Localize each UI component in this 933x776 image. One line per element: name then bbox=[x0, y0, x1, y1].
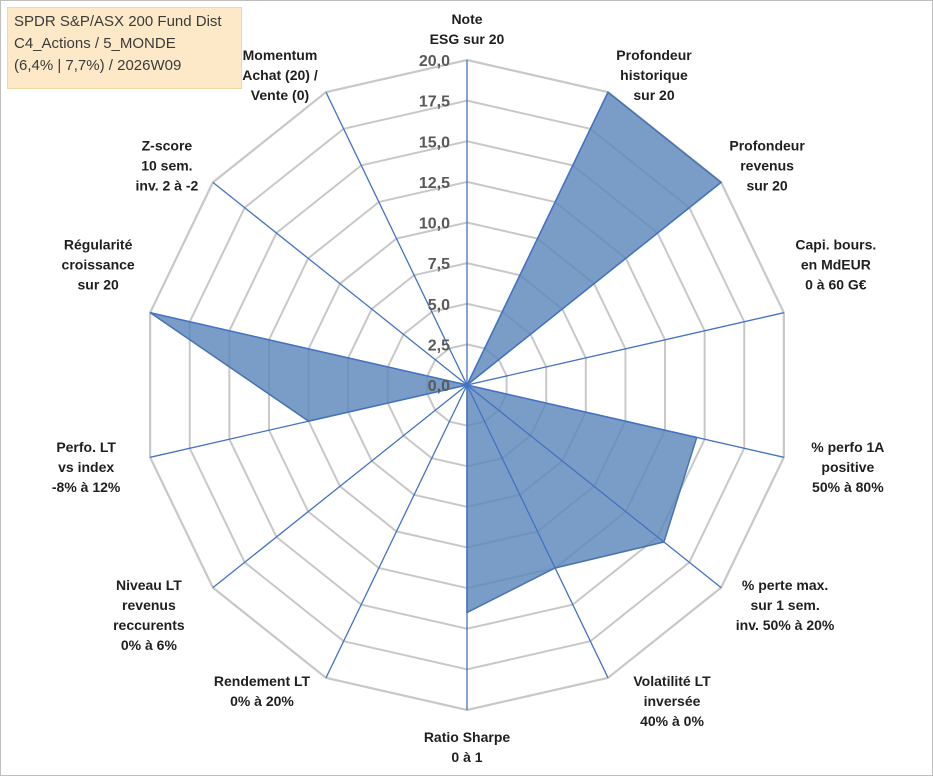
axis-spoke bbox=[466, 312, 784, 386]
axis-spoke bbox=[466, 384, 609, 679]
tick-label: 10,0 bbox=[419, 216, 450, 233]
axis-label: 0 à 60 G€ bbox=[805, 276, 867, 292]
axis-label: Z-score bbox=[142, 137, 193, 153]
axis-label: Rendement LT bbox=[214, 673, 311, 689]
axis-label: Note bbox=[451, 11, 482, 27]
axis-label: % perte max. bbox=[742, 577, 828, 593]
axis-spoke bbox=[466, 91, 609, 386]
tick-label: 2,5 bbox=[428, 337, 450, 354]
axis-spoke bbox=[466, 181, 722, 386]
axis-label: positive bbox=[821, 459, 874, 475]
axis-label: inv. 2 à -2 bbox=[136, 177, 199, 193]
axis-label: Ratio Sharpe bbox=[424, 729, 511, 745]
axis-spoke bbox=[150, 312, 468, 386]
tick-label: 5,0 bbox=[428, 297, 450, 314]
axis-label: Profondeur bbox=[616, 47, 692, 63]
axis-label: Régularité bbox=[64, 236, 133, 252]
axis-label: Profondeur bbox=[729, 137, 805, 153]
axis-label: 0% à 6% bbox=[121, 637, 178, 653]
axis-label: historique bbox=[620, 67, 688, 83]
axis-label: inv. 50% à 20% bbox=[736, 617, 835, 633]
axis-label: ESG sur 20 bbox=[430, 31, 505, 47]
axis-label: revenus bbox=[122, 597, 176, 613]
axis-label: inversée bbox=[644, 693, 701, 709]
tick-label: 15,0 bbox=[419, 134, 450, 151]
axis-spoke bbox=[212, 384, 468, 589]
axis-spoke bbox=[466, 384, 784, 458]
axis-label: Niveau LT bbox=[116, 577, 182, 593]
axis-label: sur 20 bbox=[746, 177, 787, 193]
axis-label: 40% à 0% bbox=[640, 713, 704, 729]
axis-label: Volatilité LT bbox=[633, 673, 711, 689]
axis-label: 0% à 20% bbox=[230, 693, 294, 709]
axis-spoke bbox=[325, 91, 468, 386]
chart-title-line: (6,4% | 7,7%) / 2026W09 bbox=[14, 57, 182, 74]
chart-title-line: SPDR S&P/ASX 200 Fund Dist bbox=[14, 13, 222, 30]
axis-label: sur 1 sem. bbox=[750, 597, 819, 613]
tick-label: 0,0 bbox=[428, 378, 450, 395]
axis-label: Achat (20) / bbox=[242, 67, 318, 83]
axis-label: reccurents bbox=[113, 617, 185, 633]
axis-spoke bbox=[150, 384, 468, 458]
tick-label: 20,0 bbox=[419, 53, 450, 70]
axis-label: 10 sem. bbox=[141, 157, 192, 173]
tick-label: 17,5 bbox=[419, 94, 450, 111]
axis-label: -8% à 12% bbox=[52, 479, 121, 495]
chart-title-line: C4_Actions / 5_MONDE bbox=[14, 35, 176, 52]
data-series-area bbox=[149, 91, 723, 614]
chart-title-box: SPDR S&P/ASX 200 Fund Dist C4_Actions / … bbox=[7, 7, 242, 89]
axis-label: revenus bbox=[740, 157, 794, 173]
axis-label: en MdEUR bbox=[801, 256, 871, 272]
axis-label: % perfo 1A bbox=[811, 439, 884, 455]
axis-label: 50% à 80% bbox=[812, 479, 884, 495]
axis-spoke bbox=[466, 384, 722, 589]
axis-label: vs index bbox=[58, 459, 114, 475]
tick-label: 7,5 bbox=[428, 256, 450, 273]
axis-label: Perfo. LT bbox=[56, 439, 116, 455]
axis-label: 0 à 1 bbox=[451, 749, 482, 765]
axis-label: Vente (0) bbox=[251, 87, 309, 103]
axis-spoke bbox=[212, 181, 468, 386]
axis-label: sur 20 bbox=[633, 87, 674, 103]
axis-label: sur 20 bbox=[78, 276, 119, 292]
axis-label: croissance bbox=[62, 256, 135, 272]
tick-label: 12,5 bbox=[419, 175, 450, 192]
axis-label: Capi. bours. bbox=[795, 236, 876, 252]
axis-label: Momentum bbox=[243, 47, 318, 63]
axis-spoke bbox=[325, 384, 468, 679]
